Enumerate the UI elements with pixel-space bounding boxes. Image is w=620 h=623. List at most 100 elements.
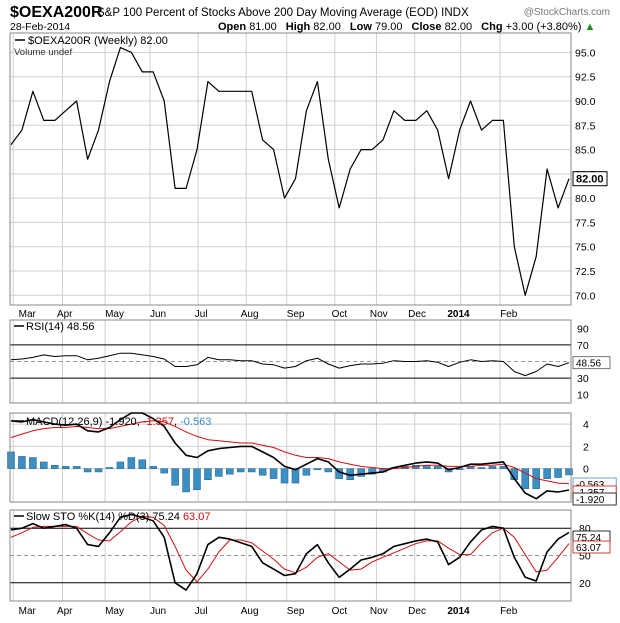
bottom-x-tick-label: Nov — [370, 606, 388, 617]
chart-date: 28-Feb-2014 — [10, 21, 70, 33]
rsi-panel: 907050301048.56 — [9, 319, 611, 404]
rsi-legend-text: RSI(14) 48.56 — [26, 321, 94, 333]
macd-last-label-box — [572, 492, 617, 506]
price-panel: 95.092.590.087.585.082.580.077.575.072.5… — [9, 32, 608, 320]
macd-histogram-bar — [7, 451, 15, 469]
sto-legend-text: Slow STO %K(14) %D(3) 75.24 63.07 — [26, 511, 210, 523]
price-x-tick-label: 2014 — [447, 309, 470, 320]
rsi-y-tick-label: 10 — [577, 390, 589, 402]
price-x-tick-label: Dec — [408, 309, 426, 320]
rsi-last-value-label-box — [572, 356, 611, 370]
macd-histogram-bar — [105, 467, 114, 469]
rsi-frame — [9, 319, 572, 404]
bottom-axis: Mar Apr May Jun Jul Aug Sep Oct Nov Dec 2014 Feb — [19, 606, 518, 617]
price-y-tick-label: 75.0 — [575, 242, 596, 254]
price-legend: $OEXA200R (Weekly) 82.00 Volume undef — [14, 35, 168, 58]
sto-d-line — [10, 515, 570, 583]
sto-d-last-label: 63.07 — [576, 543, 601, 554]
macd-histogram-bar — [324, 468, 333, 473]
sto-d-last-label-box — [572, 540, 611, 554]
bottom-x-tick-label: Jun — [150, 606, 166, 617]
bottom-x-tick-label: May — [105, 606, 124, 617]
sto-y-tick-label: 20 — [579, 578, 591, 590]
bottom-x-tick-label: 2014 — [447, 606, 470, 617]
macd-histogram-bar — [204, 468, 212, 480]
macd-histogram-bar — [280, 468, 289, 484]
rsi-legend: RSI(14) 48.56 — [14, 321, 94, 333]
bottom-x-tick-label: Aug — [241, 606, 259, 617]
macd-histogram-bar — [226, 468, 234, 475]
macd-line — [10, 412, 570, 500]
price-y-tick-label: 80.0 — [575, 193, 596, 205]
bottom-x-tick-label: Dec — [408, 606, 426, 617]
price-y-tick-label: 90.0 — [575, 96, 596, 108]
up-arrow-icon: ▲ — [585, 21, 596, 33]
price-y-tick-label: 77.5 — [575, 217, 596, 229]
price-x-tick-label: Feb — [500, 309, 518, 320]
price-frame — [9, 32, 572, 306]
rsi-last-value-label: 48.56 — [576, 359, 601, 370]
macd-histogram-bar — [488, 466, 497, 469]
macd-histogram-bar — [313, 468, 322, 470]
bottom-x-tick-label: Feb — [500, 606, 518, 617]
price-y-tick-label: 70.0 — [575, 290, 596, 302]
macd-histogram-bar — [237, 468, 245, 473]
rsi-y-tick-label: 30 — [577, 373, 589, 385]
macd-histogram-bar — [291, 468, 300, 484]
macd-histogram-bar — [357, 468, 365, 477]
price-y-tick-label: 85.0 — [575, 145, 596, 157]
macd-y-tick-label: 4 — [583, 419, 589, 431]
macd-histogram-bar — [258, 468, 267, 476]
macd-y-tick-label: 0 — [583, 464, 589, 476]
macd-frame — [9, 412, 572, 503]
bottom-x-tick-label: Jul — [195, 606, 208, 617]
macd-histogram-bar — [149, 466, 157, 469]
price-x-tick-label: Oct — [332, 309, 348, 320]
macd-histogram-bar — [433, 466, 442, 469]
rsi-y-tick-label: 90 — [577, 323, 589, 335]
macd-histogram-bar — [521, 468, 529, 489]
bottom-x-tick-label: Sep — [287, 606, 305, 617]
bottom-x-tick-label: Oct — [332, 606, 348, 617]
macd-histogram-bar — [269, 468, 278, 479]
macd-histogram-bar — [543, 468, 551, 479]
price-x-tick-label: Aug — [241, 309, 259, 320]
macd-legend: MACD(12,26,9) -1.920, -1.357, -0.563 — [14, 416, 211, 428]
sto-k-line — [10, 513, 570, 591]
price-y-tick-label: 95.0 — [575, 47, 596, 59]
macd-histogram-bar — [171, 468, 179, 486]
macd-histogram-bar — [61, 466, 70, 469]
macd-histogram-bar — [193, 468, 201, 491]
sto-legend: Slow STO %K(14) %D(3) 75.24 63.07 — [14, 511, 210, 523]
volume-legend-text: Volume undef — [14, 47, 72, 58]
macd-y-tick-label: 2 — [583, 441, 589, 453]
macd-legend-text: MACD(12,26,9) -1.920, -1.357, -0.563 — [26, 416, 211, 428]
macd-histogram-bar — [116, 461, 125, 469]
price-series-line — [10, 46, 570, 296]
macd-histogram-bar — [182, 468, 190, 493]
macd-histogram-bar — [138, 459, 147, 469]
macd-last-label: -1.920 — [576, 495, 605, 506]
macd-histogram-bar — [247, 468, 256, 473]
price-x-tick-label: Mar — [19, 309, 37, 320]
price-legend-text: $OEXA200R (Weekly) 82.00 — [28, 35, 168, 47]
bottom-x-tick-label: Mar — [19, 606, 37, 617]
symbol-description: S&P 100 Percent of Stocks Above 200 Day … — [97, 7, 469, 19]
ohlc-readout: Open 81.00 High 82.00 Low 79.00 Close 82… — [218, 21, 595, 33]
macd-histogram-bar — [83, 468, 92, 473]
macd-histogram-bar — [455, 468, 464, 470]
macd-histogram-bar — [302, 468, 311, 476]
macd-histogram-bar — [40, 461, 48, 469]
macd-histogram-bar — [18, 456, 26, 469]
macd-hist-last-label: -0.563 — [576, 480, 605, 491]
macd-histogram-bar — [368, 468, 376, 475]
sto-y-tick-label: 50 — [579, 551, 591, 563]
price-y-tick-label: 92.5 — [575, 72, 596, 84]
macd-histogram-bar — [215, 468, 223, 477]
rsi-series-line — [10, 352, 570, 377]
macd-signal-line — [10, 420, 570, 485]
macd-histogram-bar — [127, 457, 136, 469]
